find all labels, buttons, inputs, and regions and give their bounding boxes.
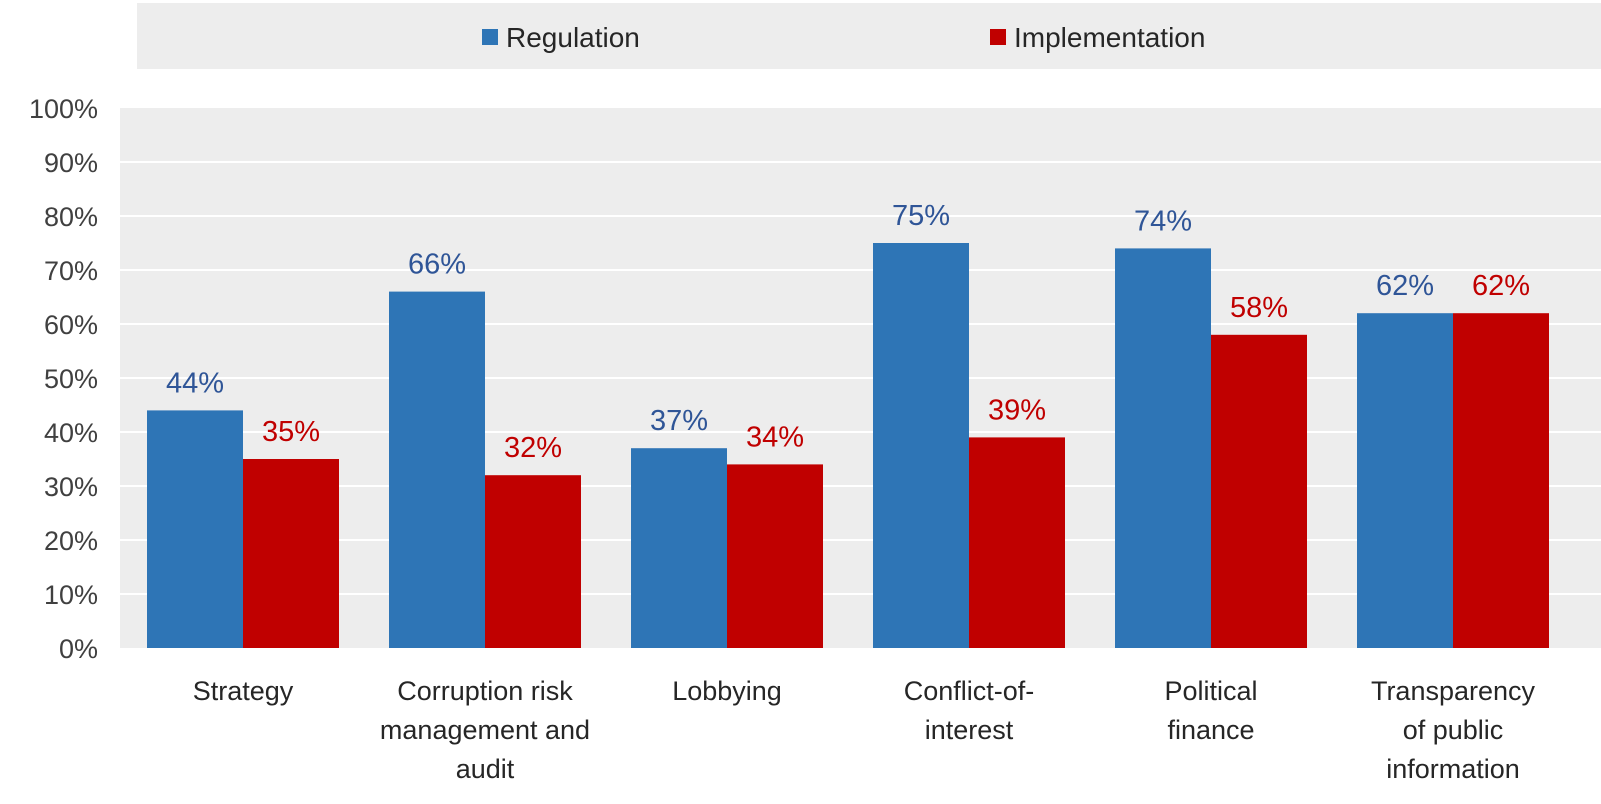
y-tick-label: 80% [44,202,98,232]
legend-background [137,3,1601,69]
data-label-regulation: 37% [650,405,708,437]
x-category-label-line: Conflict-of- [904,676,1035,706]
data-label-regulation: 75% [892,200,950,232]
x-category-label-line: audit [456,754,515,784]
bar-implementation [1453,313,1549,648]
y-tick-label: 40% [44,418,98,448]
data-labels: 44% 35% 66% 32% 37% 34% 75% 39% 74% 58% 62% 62% [166,200,1530,464]
y-tick-label: 0% [59,634,98,664]
x-category-label: Lobbying [672,676,782,706]
x-category-label: Corruption risk management and audit [380,676,590,784]
legend-swatch-implementation [990,29,1006,45]
data-label-implementation: 32% [504,432,562,464]
data-label-regulation: 44% [166,367,224,399]
bar-implementation [1211,334,1307,648]
y-tick-label: 100% [29,94,98,124]
x-category-label: Strategy [193,676,294,706]
x-category-label-line: finance [1167,715,1254,745]
x-category-label: Political finance [1164,676,1257,745]
legend: Regulation Implementation [137,3,1601,69]
x-category-label-line: Political [1164,676,1257,706]
x-category-label-line: Strategy [193,676,294,706]
x-category-label-line: of public [1403,715,1504,745]
data-label-implementation: 62% [1472,270,1530,302]
y-tick-label: 20% [44,526,98,556]
y-tick-label: 30% [44,472,98,502]
data-label-regulation: 62% [1376,270,1434,302]
data-label-implementation: 58% [1230,292,1288,324]
x-category-label-line: Transparency [1371,676,1536,706]
x-category-label: Conflict-of-interest [904,676,1035,745]
plot-area [120,108,1601,648]
bar-regulation [1357,313,1453,648]
x-category-label-line: Lobbying [672,676,782,706]
legend-label-implementation: Implementation [1014,22,1205,53]
x-axis: Strategy Corruption risk management and aud… [193,676,1536,784]
data-label-regulation: 74% [1134,205,1192,237]
bar-implementation [969,437,1065,648]
y-axis: 0% 10% 20% 30% 40% 50% 60% 70% 80% 90% 100% [29,94,98,664]
legend-label-regulation: Regulation [506,22,640,53]
data-label-implementation: 35% [262,416,320,448]
bar-implementation [727,464,823,648]
y-tick-label: 60% [44,310,98,340]
x-category-label-line: interest [925,715,1014,745]
y-tick-label: 10% [44,580,98,610]
bar-implementation [485,475,581,648]
bar-regulation [1115,248,1211,648]
x-category-label: Transparency of public information [1371,676,1536,784]
x-category-label-line: management and [380,715,590,745]
data-label-implementation: 34% [746,421,804,453]
bar-regulation [873,243,969,648]
y-tick-label: 50% [44,364,98,394]
bar-regulation [147,410,243,648]
y-tick-label: 70% [44,256,98,286]
x-category-label-line: Corruption risk [397,676,573,706]
bar-regulation [631,448,727,648]
bar-implementation [243,459,339,648]
x-category-label-line: information [1386,754,1520,784]
data-label-regulation: 66% [408,249,466,281]
bar-regulation [389,291,485,648]
legend-swatch-regulation [482,29,498,45]
data-label-implementation: 39% [988,394,1046,426]
y-tick-label: 90% [44,148,98,178]
bars [147,243,1549,648]
